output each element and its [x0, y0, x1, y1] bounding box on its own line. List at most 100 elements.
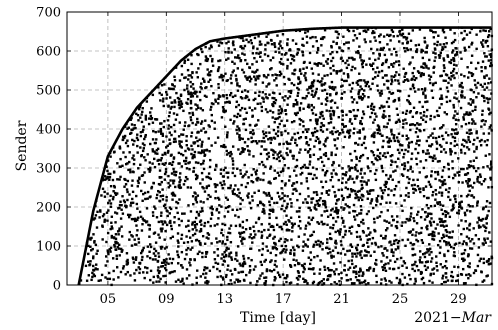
- data-point: [378, 106, 382, 110]
- data-point: [358, 274, 361, 277]
- data-point: [196, 252, 200, 256]
- data-point: [243, 262, 247, 265]
- data-point: [417, 144, 421, 147]
- data-point: [264, 43, 267, 47]
- data-point: [434, 170, 437, 174]
- data-point: [350, 282, 354, 285]
- data-point: [475, 147, 478, 151]
- data-point: [266, 110, 269, 114]
- data-point: [178, 121, 181, 124]
- data-point: [357, 90, 361, 94]
- data-point: [387, 97, 390, 100]
- data-point: [334, 86, 337, 89]
- data-point: [431, 83, 435, 87]
- data-point: [423, 264, 427, 268]
- data-point: [406, 150, 410, 153]
- data-point: [126, 179, 130, 183]
- data-point: [393, 239, 396, 243]
- data-point: [345, 171, 348, 174]
- data-point: [359, 238, 362, 241]
- data-point: [126, 144, 130, 148]
- data-point: [249, 233, 252, 236]
- data-point: [432, 234, 436, 237]
- data-point: [209, 44, 213, 47]
- data-point: [266, 54, 270, 58]
- data-point: [118, 203, 122, 207]
- data-point: [207, 237, 210, 240]
- data-point: [250, 180, 253, 183]
- data-point: [401, 126, 405, 129]
- data-point: [360, 63, 364, 66]
- data-point: [315, 199, 319, 203]
- data-point: [324, 154, 328, 158]
- y-tick-label: 500: [36, 84, 61, 99]
- data-point: [93, 274, 97, 278]
- y-tick-label: 600: [36, 45, 61, 60]
- data-point: [167, 181, 170, 185]
- data-point: [194, 198, 198, 202]
- data-point: [196, 106, 200, 110]
- data-point: [243, 53, 246, 56]
- data-point: [465, 131, 469, 134]
- data-point: [330, 269, 333, 272]
- data-point: [405, 137, 409, 141]
- data-point: [154, 207, 157, 210]
- data-point: [289, 281, 293, 284]
- data-point: [137, 167, 140, 170]
- data-point: [235, 115, 239, 119]
- data-point: [217, 102, 220, 105]
- data-point: [414, 234, 417, 237]
- data-point: [239, 169, 242, 172]
- data-point: [467, 102, 470, 105]
- data-point: [322, 143, 326, 146]
- data-point: [289, 150, 292, 154]
- data-point: [303, 280, 306, 284]
- data-point: [216, 69, 220, 73]
- data-point: [106, 176, 109, 180]
- data-point: [325, 209, 329, 212]
- data-point: [175, 200, 178, 204]
- data-point: [210, 144, 213, 147]
- data-point: [411, 29, 415, 32]
- data-point: [337, 116, 340, 119]
- data-point: [311, 35, 314, 39]
- data-point: [298, 210, 301, 213]
- data-point: [222, 175, 225, 178]
- data-point: [241, 237, 244, 241]
- data-point: [239, 207, 242, 211]
- data-point: [421, 49, 425, 52]
- data-point: [241, 137, 244, 141]
- data-point: [383, 188, 386, 192]
- data-point: [411, 170, 414, 173]
- data-point: [172, 140, 176, 144]
- data-point: [171, 270, 174, 274]
- data-point: [347, 259, 350, 263]
- data-point: [394, 50, 398, 54]
- data-point: [112, 278, 115, 281]
- data-point: [353, 210, 357, 213]
- data-point: [330, 256, 333, 259]
- data-point: [444, 131, 448, 134]
- data-point: [490, 59, 493, 62]
- data-point: [488, 77, 491, 80]
- data-point: [289, 265, 293, 269]
- data-point: [236, 208, 239, 212]
- data-point: [328, 85, 331, 88]
- data-point: [359, 172, 362, 175]
- data-point: [356, 278, 359, 282]
- data-point: [220, 116, 224, 119]
- data-point: [161, 188, 164, 191]
- data-point: [340, 206, 343, 209]
- data-point: [479, 144, 483, 147]
- data-point: [443, 264, 447, 268]
- data-point: [276, 271, 280, 274]
- data-point: [376, 131, 379, 135]
- data-point: [412, 178, 415, 182]
- data-point: [476, 175, 480, 179]
- data-point: [227, 231, 230, 235]
- data-point: [320, 44, 323, 47]
- data-point: [466, 182, 469, 185]
- data-point: [461, 38, 465, 41]
- data-point: [382, 109, 386, 113]
- data-point: [442, 235, 446, 238]
